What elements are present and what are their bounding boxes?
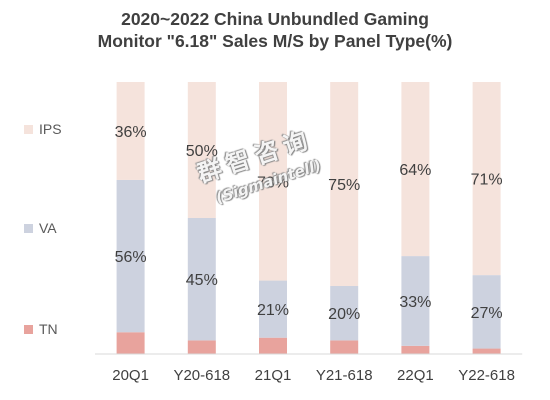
data-label-ips-21q1: 73%	[257, 174, 289, 191]
data-label-va-y20-618: 45%	[186, 272, 218, 289]
bar-tn-21q1	[259, 337, 287, 354]
data-label-va-y22-618: 27%	[471, 305, 503, 322]
chart-title-line-1: 2020~2022 China Unbundled Gaming	[121, 9, 429, 29]
legend-label-ips: IPS	[39, 121, 62, 137]
bar-ips-y20-618	[187, 82, 216, 218]
bar-tn-y22-618	[472, 348, 501, 354]
legend-swatch-tn	[24, 325, 33, 334]
x-tick-label-22q1: 22Q1	[397, 367, 434, 384]
bar-va-y20-618	[187, 218, 216, 341]
bar-va-y21-618	[330, 286, 359, 341]
bar-ips-22q1	[401, 82, 430, 257]
data-label-va-22q1: 33%	[399, 294, 431, 311]
chart-title: 2020~2022 China Unbundled Gaming Monitor…	[0, 8, 550, 52]
bar-ips-y21-618	[330, 82, 359, 286]
data-label-ips-y22-618: 71%	[471, 172, 503, 189]
data-label-ips-y20-618: 50%	[186, 143, 218, 160]
x-tick-label-21q1: 21Q1	[255, 367, 292, 384]
legend-swatch-ips	[24, 125, 33, 134]
data-label-ips-y21-618: 75%	[328, 177, 360, 194]
bar-tn-22q1	[401, 345, 430, 354]
bar-ips-y22-618	[472, 82, 501, 276]
x-tick-label-y20-618: Y20-618	[173, 367, 230, 384]
bar-tn-20q1	[116, 332, 145, 354]
x-tick-label-y21-618: Y21-618	[316, 367, 373, 384]
bar-va-y22-618	[472, 275, 501, 349]
legend-label-tn: TN	[39, 321, 58, 337]
bar-va-22q1	[401, 256, 430, 346]
bar-ips-20q1	[116, 82, 145, 180]
data-label-ips-22q1: 64%	[399, 162, 431, 179]
data-label-ips-20q1: 36%	[115, 124, 147, 141]
x-tick-label-y22-618: Y22-618	[458, 367, 515, 384]
data-label-va-20q1: 56%	[115, 249, 147, 266]
bar-tn-y21-618	[330, 340, 359, 354]
x-tick-label-20q1: 20Q1	[112, 367, 149, 384]
data-label-va-21q1: 21%	[257, 302, 289, 319]
chart-title-line-2: Monitor "6.18" Sales M/S by Panel Type(%…	[97, 31, 453, 51]
bar-tn-y20-618	[187, 340, 216, 354]
legend-swatch-va	[24, 224, 33, 233]
bar-va-20q1	[116, 179, 145, 333]
data-label-va-y21-618: 20%	[328, 306, 360, 323]
bar-ips-21q1	[259, 82, 287, 281]
bar-va-21q1	[259, 280, 287, 338]
legend-label-va: VA	[39, 220, 57, 236]
